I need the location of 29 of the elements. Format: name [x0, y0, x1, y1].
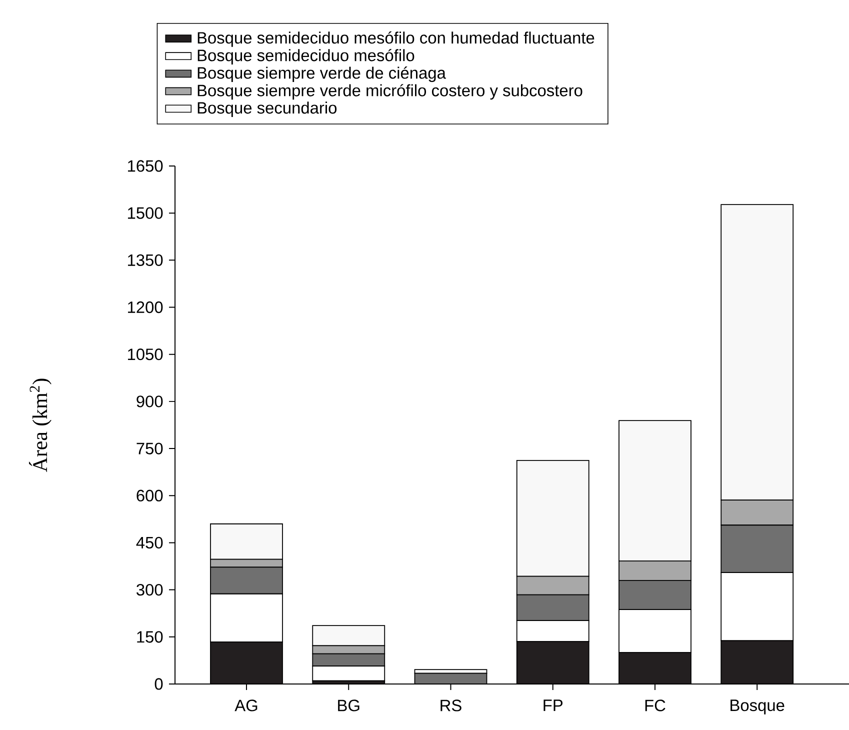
x-tick-label: BG [338, 700, 360, 712]
legend-label: Bosque siempre verde de ciénaga [198, 66, 446, 82]
y-tick-label: 1500 [128, 207, 163, 219]
y-tick-label: 750 [136, 442, 163, 454]
y-tick-label: 1350 [128, 254, 163, 266]
x-tick-label: Bosque [730, 700, 784, 714]
y-tick-label: 1050 [128, 348, 163, 360]
legend-label: Bosque siempre verde micrófilo costero y subcostero [198, 84, 582, 100]
y-tick-label: 600 [136, 490, 163, 502]
y-tick-label: 450 [136, 536, 163, 549]
y-tick-label: 300 [136, 584, 163, 596]
bar [312, 666, 386, 682]
y-tick-label: 1650 [128, 160, 163, 172]
x-tick-label: AG [234, 700, 258, 712]
legend-label: Bosque semideciduo mesófilo [198, 48, 414, 64]
legend-label: Bosque semideciduo mesófilo con humedad fluctuante [198, 31, 594, 47]
x-tick-label: RS [440, 700, 462, 712]
x-tick-label: FC [645, 700, 666, 712]
legend-label: Bosque secundario [198, 102, 337, 117]
y-tick-label: 900 [136, 396, 163, 408]
bar [210, 566, 283, 594]
bar [516, 594, 590, 622]
x-tick-label: FP [544, 700, 562, 711]
y-tick-label: 1200 [128, 301, 163, 314]
y-tick-label: 150 [137, 631, 163, 643]
y-axis-title: Área (km$^{2}$) [29, 378, 52, 472]
bar [618, 580, 692, 610]
bar [720, 524, 794, 573]
y-tick-label: 0 [154, 678, 163, 690]
